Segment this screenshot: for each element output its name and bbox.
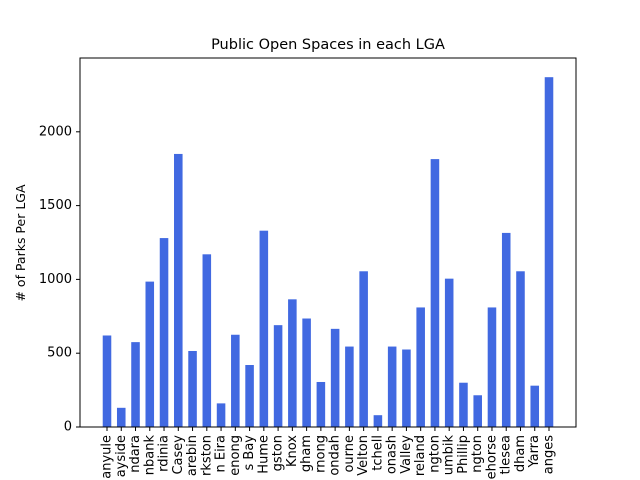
bar bbox=[116, 407, 126, 427]
bars-group bbox=[102, 77, 554, 428]
bar bbox=[459, 382, 468, 427]
bar bbox=[188, 350, 197, 427]
x-tick-label: ourne bbox=[342, 435, 357, 473]
x-tick-label: Valley bbox=[399, 435, 414, 474]
x-tick-label: ayside bbox=[114, 435, 129, 477]
bar bbox=[273, 325, 283, 427]
bar bbox=[501, 232, 511, 427]
bar bbox=[402, 349, 411, 427]
y-tick-label: 500 bbox=[47, 346, 72, 361]
x-tick-label: tchell bbox=[370, 435, 385, 471]
x-tick-label: ehorse bbox=[484, 435, 499, 479]
y-tick-label: 1000 bbox=[39, 272, 72, 287]
x-tick-label: Hume bbox=[256, 435, 271, 474]
bar bbox=[516, 271, 525, 427]
bar bbox=[330, 328, 340, 427]
x-tick-label: Velton bbox=[356, 435, 371, 476]
y-tick-label: 0 bbox=[64, 420, 72, 435]
bar bbox=[316, 381, 326, 427]
x-tick-label: rnong bbox=[313, 435, 328, 473]
y-tick-label: 2000 bbox=[39, 124, 72, 139]
bar bbox=[544, 77, 554, 428]
x-tick-label: arebin bbox=[185, 435, 200, 476]
bar bbox=[444, 278, 454, 427]
bar bbox=[259, 230, 269, 427]
chart-title: Public Open Spaces in each LGA bbox=[211, 37, 445, 53]
x-tick-label: ngton bbox=[470, 435, 485, 473]
bar bbox=[387, 346, 397, 427]
x-tick-label: ondah bbox=[328, 435, 343, 476]
x-tick-label: Knox bbox=[285, 435, 300, 467]
bar bbox=[216, 403, 226, 427]
bar bbox=[159, 238, 169, 427]
plot-frame bbox=[79, 57, 577, 428]
bar bbox=[174, 153, 183, 427]
x-tick-label: reland bbox=[413, 435, 428, 476]
x-tick-label: gston bbox=[271, 435, 286, 471]
x-tick-label: s Bay bbox=[242, 435, 257, 471]
x-axis-ticks: anyule ayside ndara nbank rdinia Casey arebin r… bbox=[100, 427, 557, 479]
bar bbox=[302, 318, 311, 427]
x-tick-label: gham bbox=[299, 435, 314, 472]
x-tick-label: anges bbox=[542, 435, 557, 474]
bar bbox=[131, 342, 140, 427]
x-tick-label: onash bbox=[385, 435, 400, 474]
x-tick-label: ndara bbox=[128, 435, 143, 473]
x-tick-label: nbank bbox=[142, 435, 157, 476]
bar bbox=[245, 365, 254, 427]
x-tick-label: rkston bbox=[199, 435, 214, 476]
y-axis-ticks: 0 500 1000 1500 2000 bbox=[39, 124, 80, 435]
bar bbox=[231, 334, 240, 427]
x-tick-label: Casey bbox=[171, 435, 186, 475]
bar bbox=[359, 271, 368, 427]
bar bbox=[487, 307, 497, 427]
x-tick-label: tlesea bbox=[499, 435, 514, 474]
y-tick-label: 1500 bbox=[39, 198, 72, 213]
x-tick-label: anyule bbox=[100, 435, 115, 479]
bar bbox=[345, 346, 354, 427]
bar bbox=[416, 307, 425, 427]
x-tick-label: n Eira bbox=[214, 435, 229, 473]
x-tick-label: enong bbox=[228, 435, 243, 476]
bar bbox=[102, 335, 112, 427]
bar bbox=[202, 254, 212, 427]
bar bbox=[373, 415, 383, 427]
x-tick-label: umbik bbox=[442, 435, 457, 476]
x-tick-label: dham bbox=[513, 435, 528, 472]
bar bbox=[473, 395, 482, 427]
bar bbox=[530, 385, 540, 427]
x-tick-label: rdinia bbox=[157, 435, 172, 472]
bar bbox=[145, 281, 155, 427]
x-tick-label: ngton bbox=[427, 435, 442, 473]
x-tick-label: Phillip bbox=[456, 435, 471, 474]
x-tick-label: Yarra bbox=[527, 435, 542, 469]
y-axis-label: # of Parks Per LGA bbox=[13, 184, 28, 302]
bar bbox=[430, 159, 440, 427]
bar bbox=[288, 299, 297, 427]
